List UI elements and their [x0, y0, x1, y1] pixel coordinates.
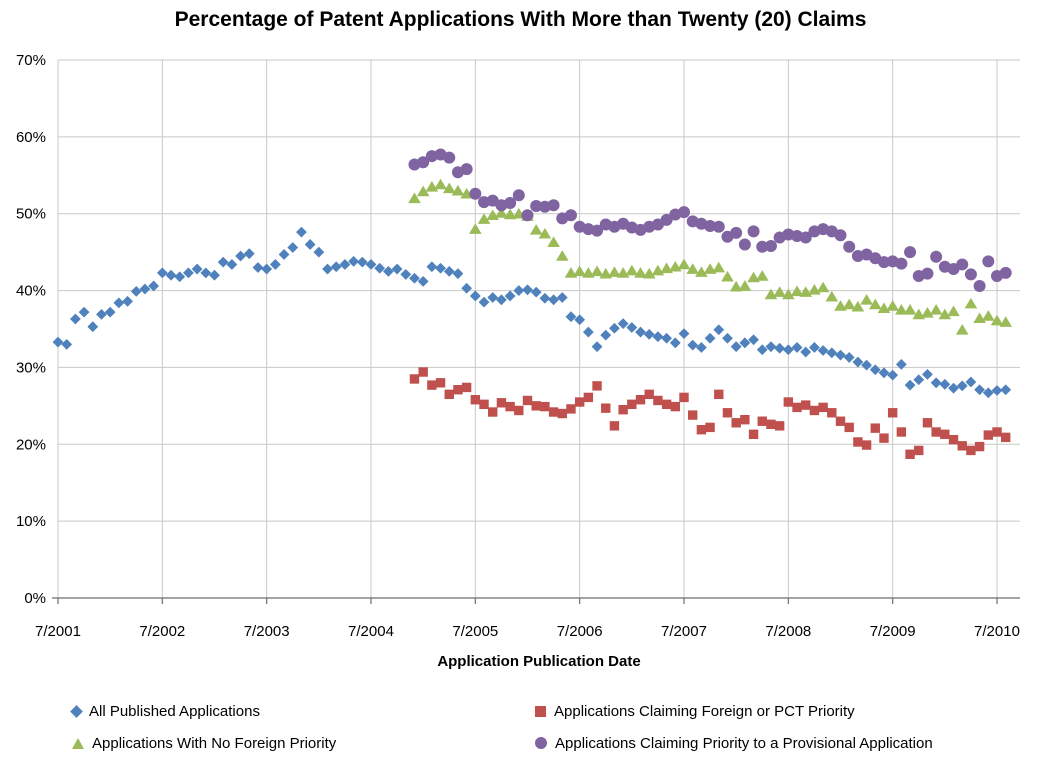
- svg-text:60%: 60%: [16, 129, 46, 146]
- svg-text:7/2002: 7/2002: [139, 623, 185, 640]
- svg-text:70%: 70%: [16, 52, 46, 69]
- svg-text:50%: 50%: [16, 206, 46, 223]
- x-axis-title: Application Publication Date: [437, 653, 641, 670]
- legend-item-provisional: Applications Claiming Priority to a Prov…: [535, 734, 933, 752]
- legend-item-all-published: All Published Applications: [70, 702, 260, 720]
- legend-item-no-foreign: Applications With No Foreign Priority: [72, 734, 336, 752]
- legend-label: Applications Claiming Foreign or PCT Pri…: [554, 702, 855, 720]
- triangle-marker-icon: [72, 737, 84, 749]
- gridlines: [57, 59, 1020, 598]
- axes: [52, 597, 1020, 604]
- svg-text:7/2007: 7/2007: [661, 623, 707, 640]
- square-marker-icon: [535, 705, 546, 717]
- svg-text:7/2010: 7/2010: [974, 623, 1020, 640]
- svg-text:7/2009: 7/2009: [870, 623, 916, 640]
- svg-text:7/2003: 7/2003: [244, 623, 290, 640]
- svg-text:7/2004: 7/2004: [348, 623, 394, 640]
- series-applications-claiming-priority-to-a-provisional-application: [408, 148, 1012, 292]
- svg-text:30%: 30%: [16, 359, 46, 376]
- legend-item-foreign-pct: Applications Claiming Foreign or PCT Pri…: [535, 702, 855, 720]
- series-all-published-applications: [52, 226, 1012, 399]
- svg-text:10%: 10%: [16, 513, 46, 530]
- svg-text:7/2005: 7/2005: [452, 623, 498, 640]
- tick-labels: 0% 10% 20% 30% 40% 50% 60% 70% 7/2001 7/2002 7/200…: [16, 52, 1020, 640]
- chart-title: Percentage of Patent Applications With M…: [174, 8, 867, 31]
- circle-marker-icon: [535, 737, 547, 749]
- svg-text:20%: 20%: [16, 436, 46, 453]
- diamond-marker-icon: [70, 704, 83, 718]
- legend-label: Applications Claiming Priority to a Prov…: [555, 734, 933, 752]
- svg-text:7/2001: 7/2001: [35, 623, 81, 640]
- legend-label: All Published Applications: [89, 702, 260, 720]
- legend-label: Applications With No Foreign Priority: [92, 734, 337, 752]
- svg-text:7/2008: 7/2008: [765, 623, 811, 640]
- svg-text:40%: 40%: [16, 283, 46, 300]
- svg-text:0%: 0%: [24, 590, 46, 607]
- svg-text:7/2006: 7/2006: [557, 623, 603, 640]
- series-applications-claiming-foreign-or-pct-priority: [409, 367, 1011, 459]
